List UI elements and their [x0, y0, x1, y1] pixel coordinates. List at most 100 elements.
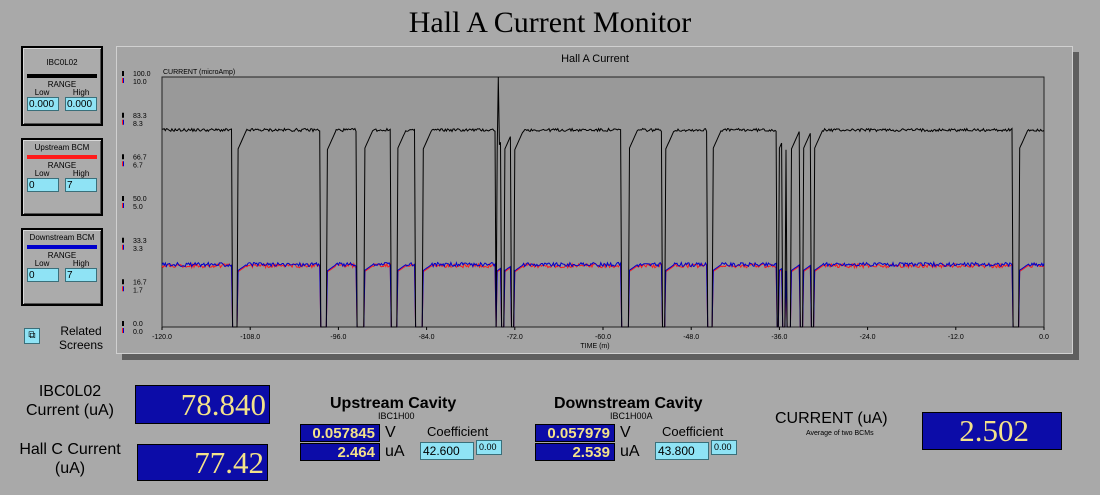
legend-color-swatch: [27, 74, 97, 78]
range-label: RANGE: [47, 161, 77, 170]
upstream-coefficient-input[interactable]: 42.600: [420, 442, 474, 460]
y-tick-label-secondary: 6.7: [133, 162, 143, 169]
upstream-coefficient-label: Coefficient: [427, 424, 489, 439]
y-tick-marker: [122, 244, 123, 250]
legend-name: Downstream BCM: [29, 233, 95, 242]
x-tick-label: -120.0: [152, 334, 172, 341]
x-tick-label: -72.0: [507, 334, 523, 341]
downstream-coefficient-label: Coefficient: [662, 424, 724, 439]
x-axis-label: TIME (m): [580, 343, 609, 350]
downstream-offset-input[interactable]: 0.00: [711, 440, 737, 455]
y-tick-marker: [122, 154, 124, 160]
upstream-current-unit: uA: [385, 443, 405, 460]
downstream-coefficient-input[interactable]: 43.800: [655, 442, 709, 460]
y-tick-marker: [123, 286, 124, 292]
high-label: High: [72, 259, 90, 268]
x-tick-label: -36.0: [771, 334, 787, 341]
y-tick-marker: [122, 237, 124, 243]
downstream-current: 2.539: [535, 443, 615, 461]
y-tick-label-primary: 0.0: [133, 321, 143, 328]
y-axis-label: CURRENT (microAmp): [163, 69, 235, 76]
low-label: Low: [34, 259, 50, 268]
y-tick-marker: [122, 279, 124, 285]
y-tick-marker: [123, 244, 124, 250]
average-current-sublabel: Average of two BCMs: [806, 430, 874, 437]
series-line-downstream-bcm: [161, 260, 1045, 328]
upstream-cavity-id: IBC1H00: [378, 411, 415, 421]
downstream-current-unit: uA: [620, 443, 640, 460]
related-screens-button[interactable]: ⧉: [24, 328, 40, 344]
y-tick-label-secondary: 3.3: [133, 246, 143, 253]
y-tick-marker: [123, 203, 124, 208]
hallc-current-value: 77.42: [137, 444, 268, 481]
y-tick-label-primary: 50.0: [133, 196, 147, 203]
high-label: High: [72, 88, 90, 97]
x-tick-label: -12.0: [948, 334, 964, 341]
y-tick-label-primary: 100.0: [133, 71, 151, 78]
range-low-input[interactable]: 0.000: [27, 97, 59, 111]
ibc-current-value: 78.840: [135, 385, 270, 424]
ibc-current-label: IBC0L02 Current (uA): [25, 383, 115, 419]
x-tick-label: -84.0: [419, 334, 435, 341]
range-high-input[interactable]: 7: [65, 268, 97, 282]
page-title: Hall A Current Monitor: [408, 6, 692, 39]
x-tick-label: -60.0: [595, 334, 611, 341]
y-tick-label-primary: 16.7: [133, 279, 147, 286]
y-tick-marker: [122, 119, 123, 125]
x-tick-label: -108.0: [240, 334, 260, 341]
high-label: High: [72, 169, 90, 178]
upstream-voltage-unit: V: [385, 424, 396, 441]
y-tick-marker: [122, 321, 124, 326]
legend-downstream-bcm: Downstream BCM RANGE Low High 0 7: [21, 228, 103, 306]
x-tick-label: 0.0: [1039, 334, 1049, 341]
y-tick-label-primary: 66.7: [133, 154, 147, 161]
downstream-cavity-id: IBC1H00A: [610, 411, 653, 421]
legend-ibc0l02: IBC0L02 RANGE Low High 0.000 0.000: [21, 46, 103, 126]
average-current-label: CURRENT (uA): [775, 410, 888, 427]
legend-upstream-bcm: Upstream BCM RANGE Low High 0 7: [21, 138, 103, 216]
upstream-voltage: 0.057845: [300, 424, 380, 442]
range-high-input[interactable]: 7: [65, 178, 97, 192]
range-high-input[interactable]: 0.000: [65, 97, 97, 111]
x-tick-label: -24.0: [860, 334, 876, 341]
low-label: Low: [34, 88, 50, 97]
y-tick-marker: [122, 161, 123, 167]
range-low-input[interactable]: 0: [27, 178, 59, 192]
y-tick-marker: [122, 203, 123, 208]
range-low-input[interactable]: 0: [27, 268, 59, 282]
y-tick-marker: [122, 196, 124, 201]
y-tick-marker: [122, 328, 123, 333]
upstream-cavity-title: Upstream Cavity: [330, 395, 457, 412]
y-tick-marker: [123, 161, 124, 167]
y-tick-label-primary: 83.3: [133, 113, 147, 120]
legend-name: IBC0L02: [46, 58, 78, 67]
chart-panel: Hall A Current CURRENT (microAmp) TIME (m)…: [116, 46, 1073, 354]
legend-color-swatch: [27, 245, 97, 249]
plot-area: [161, 76, 1045, 328]
y-tick-marker: [123, 328, 124, 333]
downstream-voltage-unit: V: [620, 424, 631, 441]
y-tick-marker: [123, 119, 124, 125]
downstream-cavity-title: Downstream Cavity: [554, 395, 703, 412]
low-label: Low: [34, 169, 50, 178]
x-tick-label: -96.0: [330, 334, 346, 341]
y-tick-label-secondary: 10.0: [133, 79, 147, 86]
y-tick-label-secondary: 5.0: [133, 204, 143, 211]
related-screens-label: Related Screens: [58, 324, 104, 352]
legend-name: Upstream BCM: [34, 143, 90, 152]
average-current-value: 2.502: [922, 412, 1062, 450]
range-label: RANGE: [47, 80, 77, 89]
hallc-current-label: Hall C Current (uA): [19, 441, 121, 477]
y-tick-marker: [122, 71, 124, 76]
upstream-offset-input[interactable]: 0.00: [476, 440, 502, 455]
x-tick-label: -48.0: [683, 334, 699, 341]
upstream-current: 2.464: [300, 443, 380, 461]
y-tick-marker: [123, 78, 124, 83]
range-label: RANGE: [47, 251, 77, 260]
chart-title: Hall A Current: [561, 53, 629, 65]
y-tick-label-secondary: 8.3: [133, 121, 143, 128]
current-chart: Hall A Current CURRENT (microAmp) TIME (m)…: [122, 53, 1049, 350]
y-tick-label-primary: 33.3: [133, 238, 147, 245]
y-tick-marker: [122, 78, 123, 83]
series-line-ibc0l02: [161, 76, 1045, 328]
